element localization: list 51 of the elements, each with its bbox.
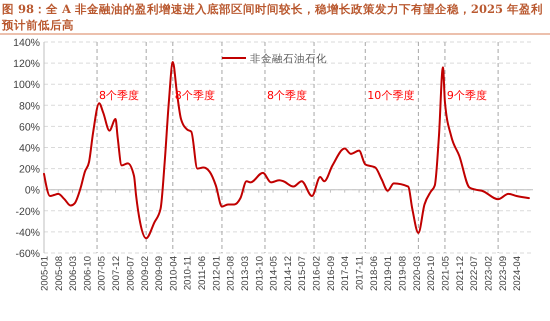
x-tick-label: 2015-07 [297, 256, 308, 291]
annotation: 9个季度 [446, 88, 487, 102]
annotation: 8个季度 [99, 88, 140, 102]
x-tick-label: 2019-08 [397, 256, 408, 291]
y-tick-label: 80% [18, 100, 40, 112]
x-tick-label: 2018-06 [368, 256, 380, 291]
y-tick-label: 40% [18, 142, 40, 154]
x-tick-label: 2024-04 [512, 256, 524, 291]
x-tick-label: 2023-09 [498, 256, 509, 291]
y-tick-label: -40% [15, 226, 40, 239]
x-tick-label: 2023-02 [484, 256, 495, 291]
x-tick-label: 2017-04 [340, 256, 352, 291]
x-tick-label: 2011-06 [196, 256, 208, 290]
legend-label: 非金融石油石化 [250, 52, 327, 65]
x-tick-label: 2012-08 [226, 256, 237, 291]
x-tick-label: 2008-07 [125, 256, 136, 291]
y-tick-label: 0% [24, 184, 40, 197]
x-tick-label: 2007-12 [111, 256, 122, 291]
chart-title: 图 98：全 A 非金融油的盈利增速进入底部区间时间较长，稳增长政策发力下有望企稳，2025 年盈利预计前低后高 [2, 1, 544, 33]
y-tick-label: 100% [13, 79, 40, 92]
x-tick-label: 2005-01 [40, 256, 50, 291]
x-tick-label: 2016-09 [326, 256, 337, 291]
x-tick-label: 2006-10 [82, 256, 94, 291]
x-tick-label: 2010-11 [182, 256, 194, 290]
x-tick-label: 2009-02 [140, 256, 151, 291]
x-tick-label: 2009-09 [154, 256, 166, 291]
x-tick-label: 2021-05 [440, 256, 452, 291]
y-tick-label: 120% [13, 58, 40, 70]
x-tick-label: 2007-05 [96, 256, 108, 291]
x-tick-label: 2012-01 [211, 256, 222, 291]
x-tick-label: 2005-08 [54, 256, 65, 291]
y-tick-label: 60% [18, 121, 40, 134]
x-tick-label: 2010-04 [168, 256, 180, 291]
x-tick-label: 2022-07 [469, 256, 480, 291]
x-tick-label: 2006-03 [68, 256, 80, 291]
y-tick-label: -20% [15, 206, 40, 218]
x-tick-label: 2013-10 [254, 256, 266, 291]
annotation: 8个季度 [266, 88, 307, 102]
x-tick-label: 2021-12 [454, 256, 466, 291]
y-tick-label: 140% [13, 37, 40, 49]
x-tick-label: 2020-10 [426, 256, 438, 291]
x-tick-label: 2014-12 [282, 256, 294, 291]
x-tick-label: 2017-11 [354, 256, 366, 290]
x-tick-label: 2014-05 [268, 256, 280, 291]
x-tick-label: 2020-03 [412, 256, 423, 291]
x-tick-label: 2013-03 [240, 256, 251, 291]
y-tick-label: 20% [18, 164, 40, 176]
annotation: 10个季度 [367, 88, 414, 102]
x-tick-label: 2016-02 [312, 256, 323, 291]
y-tick-label: -60% [15, 248, 40, 260]
x-tick-label: 2019-01 [383, 256, 394, 291]
